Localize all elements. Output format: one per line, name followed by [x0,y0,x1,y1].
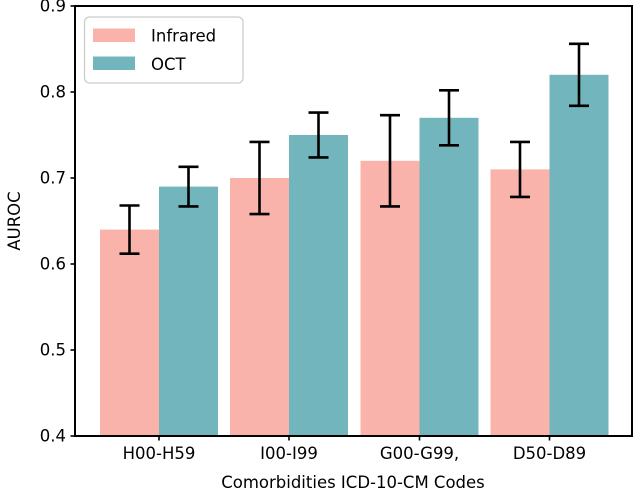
x-tick-label-h00-h59: H00-H59 [123,444,196,463]
y-tick-label-0.9: 0.9 [40,0,66,16]
error-bar-infrared-g00-g99 [380,113,400,208]
y-tick-label-0.7: 0.7 [40,169,66,188]
y-tick-label-0.8: 0.8 [40,83,66,102]
error-bar-oct-i00-i99 [308,111,329,159]
y-axis-label: AUROC [5,191,24,250]
error-bar-oct-h00-h59 [178,165,199,208]
y-tick-label-0.5: 0.5 [40,341,66,360]
axes-box [74,5,633,437]
y-tick-label-0.6: 0.6 [40,255,66,274]
legend-swatch-oct [93,56,135,70]
error-bars-layer [119,42,589,255]
bar-oct-i00-i99 [289,135,348,436]
y-tick-label-0.4: 0.4 [40,427,66,446]
error-bar-oct-d50-d89 [569,42,589,108]
x-tick-label-g00-g99: G00-G99, [380,444,459,463]
ticks-layer: 0.4 0.5 0.6 0.7 0.8 0.9 H00-H59 I00-I99 G00-G99,… [40,0,586,463]
x-axis-label: Comorbidities ICD-10-CM Codes [221,473,485,492]
bar-oct-d50-d89 [549,74,609,437]
legend-swatch-infrared [93,28,135,42]
error-bar-infrared-d50-d89 [510,140,530,199]
x-tick-label-i00-i99: I00-I99 [260,444,318,463]
error-bar-oct-g00-g99 [439,89,459,147]
bar-infrared-h00-h59 [100,229,159,436]
bar-oct-h00-h59 [159,186,218,436]
bar-infrared-i00-i99 [230,178,289,436]
bars-layer [100,74,609,437]
error-bar-infrared-i00-i99 [249,140,270,216]
error-bar-infrared-h00-h59 [119,204,140,255]
bar-oct-g00-g99 [419,117,479,437]
legend-label-oct: OCT [151,55,187,74]
x-tick-label-d50-d89: D50-D89 [513,444,586,463]
legend: Infrared OCT [83,16,244,84]
legend-label-infrared: Infrared [151,27,216,46]
bar-infrared-d50-d89 [490,169,550,436]
